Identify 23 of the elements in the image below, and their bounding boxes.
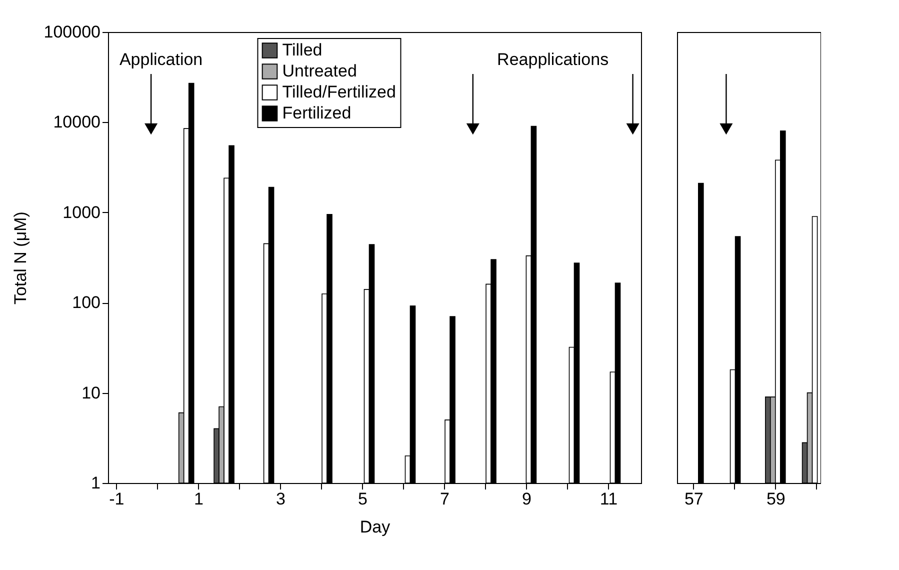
legend-label: Tilled/Fertilized	[282, 82, 396, 102]
y-tick-label: 10	[82, 383, 100, 402]
annotation: Application	[119, 50, 203, 69]
y-axis-title: Total N (μM)	[10, 212, 30, 304]
annotation: Reapplications	[497, 50, 609, 69]
x-tick-label: -1	[109, 490, 124, 508]
x-tick-label: 3	[276, 490, 286, 508]
x-tick-label: 9	[522, 490, 532, 508]
x-tick-label: 7	[440, 490, 450, 508]
x-tick-label: 57	[684, 490, 704, 508]
y-tick-label: 1	[91, 474, 100, 492]
x-axis-title: Day	[360, 518, 391, 536]
y-tick-label: 10000	[53, 112, 100, 132]
y-tick-label: 1000	[62, 202, 100, 222]
y-tick-label: 100000	[44, 22, 100, 42]
legend-label: Untreated	[282, 62, 357, 80]
legend-label: Tilled	[282, 40, 322, 60]
x-tick-label: 5	[358, 490, 368, 508]
x-tick-label: 59	[766, 490, 786, 508]
x-tick-label: 1	[194, 490, 204, 508]
y-tick-label: 100	[72, 293, 100, 312]
legend-label: Fertilized	[282, 104, 352, 122]
x-tick-label: 11	[600, 490, 618, 508]
